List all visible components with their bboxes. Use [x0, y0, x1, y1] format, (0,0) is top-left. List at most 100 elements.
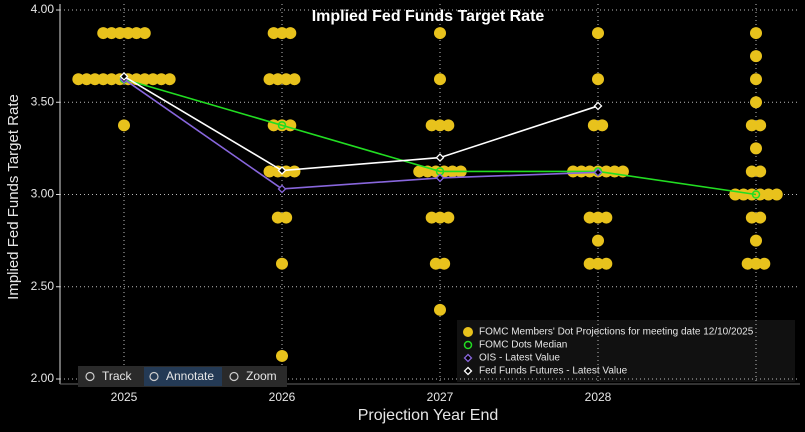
dot [600, 165, 613, 178]
toolbar-button[interactable]: Zoom [224, 367, 285, 386]
dot [583, 211, 596, 224]
dot [592, 27, 604, 40]
dot [138, 27, 151, 40]
x-axis-title: Projection Year End [358, 407, 499, 424]
dot [276, 27, 288, 40]
toolbar-button[interactable]: Track [80, 367, 142, 386]
button-label: Track [102, 369, 133, 383]
series-line [123, 78, 757, 196]
dot [750, 96, 762, 109]
series-marker [119, 72, 129, 81]
dot [88, 73, 101, 86]
dot [434, 211, 446, 224]
button-label: Zoom [246, 369, 277, 383]
dot [434, 303, 446, 316]
chart-title: Implied Fed Funds Target Rate [312, 8, 545, 25]
dot [288, 73, 301, 86]
dot [434, 27, 446, 40]
dot [276, 349, 288, 362]
dot [587, 119, 600, 132]
dot [429, 257, 442, 270]
dot [280, 211, 293, 224]
dot [276, 257, 288, 270]
dot [745, 165, 758, 178]
dot [105, 27, 118, 40]
dot [750, 27, 762, 40]
legend-label: FOMC Dots Median [479, 340, 567, 351]
dot [745, 211, 758, 224]
dot [750, 234, 762, 247]
dot [413, 165, 426, 178]
dot [288, 165, 301, 178]
series-line [123, 75, 599, 172]
dot [163, 73, 176, 86]
legend-swatch [463, 327, 473, 337]
dot [271, 73, 284, 86]
button-bg [224, 367, 285, 386]
dot [284, 27, 297, 40]
dot [138, 73, 151, 86]
x-tick-label: 2026 [269, 390, 296, 404]
button-icon [85, 371, 95, 382]
dot [442, 119, 455, 132]
dot [741, 257, 754, 270]
series-marker [277, 166, 287, 175]
dot [592, 234, 604, 247]
legend-label: FOMC Members' Dot Projections for meetin… [479, 327, 754, 338]
series-marker [277, 121, 287, 130]
dot [425, 119, 438, 132]
button-icon [149, 371, 159, 382]
dot [267, 27, 280, 40]
dot [770, 188, 783, 201]
dot [130, 27, 143, 40]
dot [263, 165, 276, 178]
dot [745, 119, 758, 132]
y-tick-label: 3.50 [31, 94, 55, 108]
legend-label: Fed Funds Futures - Latest Value [479, 366, 628, 377]
dot [592, 257, 604, 270]
button-label: Annotate [166, 369, 214, 383]
dot [600, 257, 613, 270]
series-marker [593, 167, 603, 177]
series-marker [277, 184, 287, 194]
y-tick-label: 2.00 [31, 371, 55, 385]
legend [457, 320, 795, 382]
dot [72, 73, 85, 86]
dot [754, 165, 767, 178]
dot [750, 73, 762, 86]
dot [762, 188, 775, 201]
dot [155, 73, 168, 86]
button-icon [229, 371, 239, 382]
y-tick-label: 3.00 [31, 187, 55, 201]
legend-swatch [463, 340, 473, 350]
toolbar-button[interactable]: Annotate [144, 367, 222, 386]
dot [113, 27, 126, 40]
dot [97, 73, 110, 86]
dot [122, 27, 135, 40]
dot [758, 257, 771, 270]
dot [754, 211, 767, 224]
x-tick-label: 2028 [585, 390, 612, 404]
dot [600, 211, 613, 224]
series-marker [435, 153, 445, 163]
dot [80, 73, 93, 86]
y-tick-label: 2.50 [31, 279, 55, 293]
dot [118, 119, 130, 132]
button-bg [80, 367, 142, 386]
legend-swatch [463, 353, 473, 363]
dot [592, 211, 604, 224]
dot [750, 50, 762, 63]
dot [271, 211, 284, 224]
legend-label: OIS - Latest Value [479, 353, 560, 364]
dot [105, 73, 118, 86]
x-tick-label: 2025 [111, 390, 138, 404]
legend-swatch [463, 366, 473, 376]
dot [596, 119, 609, 132]
dot [434, 73, 446, 86]
series-marker [435, 173, 445, 183]
dot [425, 211, 438, 224]
dot [442, 211, 455, 224]
dot [438, 257, 451, 270]
dot [754, 119, 767, 132]
dot [750, 142, 762, 155]
